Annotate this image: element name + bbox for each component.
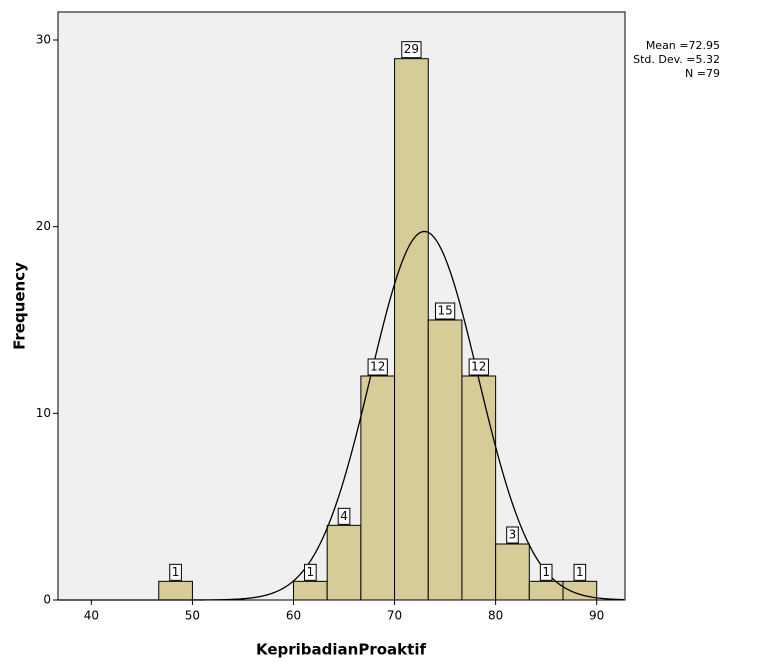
y-axis-title: Frequency	[11, 262, 29, 350]
x-tick-label: 80	[488, 609, 503, 623]
bar	[158, 580, 193, 601]
y-tick-label: 20	[36, 219, 51, 233]
bar-label-box	[169, 563, 182, 581]
bar-label-box	[468, 358, 489, 376]
x-tick-label: 90	[589, 609, 604, 623]
bar	[528, 580, 564, 601]
y-tick-label: 10	[36, 406, 51, 420]
bar-label: 1	[307, 565, 315, 579]
plot-area	[57, 11, 626, 601]
bar-label: 3	[509, 528, 517, 542]
bar-label: 1	[542, 565, 550, 579]
y-tick-label: 30	[36, 33, 51, 47]
bar-label-box	[401, 41, 422, 59]
x-tick-label: 40	[84, 609, 99, 623]
bar-label: 12	[370, 360, 385, 374]
x-tick-label: 60	[286, 609, 301, 623]
x-tick-label: 50	[185, 609, 200, 623]
bar-label-box	[434, 302, 456, 320]
bar-label: 15	[437, 304, 452, 318]
bar	[427, 319, 463, 601]
bar	[562, 580, 598, 601]
stat-n: N =79	[685, 67, 720, 80]
bar-label-box	[506, 526, 519, 544]
bar	[360, 375, 396, 601]
x-axis-title: KepribadianProaktif	[256, 641, 426, 659]
bar	[292, 580, 328, 601]
y-tick-label: 0	[43, 593, 51, 607]
bar-label-box	[539, 563, 553, 581]
bar-label: 12	[471, 360, 486, 374]
bar-label-box	[573, 563, 587, 581]
normal-curve	[58, 230, 625, 601]
bar-label: 4	[340, 509, 348, 523]
stat-sd: Std. Dev. =5.32	[633, 53, 720, 66]
x-tick-label: 70	[387, 609, 402, 623]
bar	[394, 58, 429, 601]
bar	[495, 543, 530, 601]
bar-label: 1	[172, 565, 180, 579]
bar-label-box	[337, 507, 351, 525]
bar	[461, 375, 497, 601]
bar-label-box	[367, 358, 388, 376]
bar-label: 1	[576, 565, 584, 579]
bar-label-box	[304, 563, 317, 581]
bar-label: 29	[404, 42, 419, 56]
bar	[326, 524, 362, 601]
stat-mean: Mean =72.95	[646, 39, 720, 52]
